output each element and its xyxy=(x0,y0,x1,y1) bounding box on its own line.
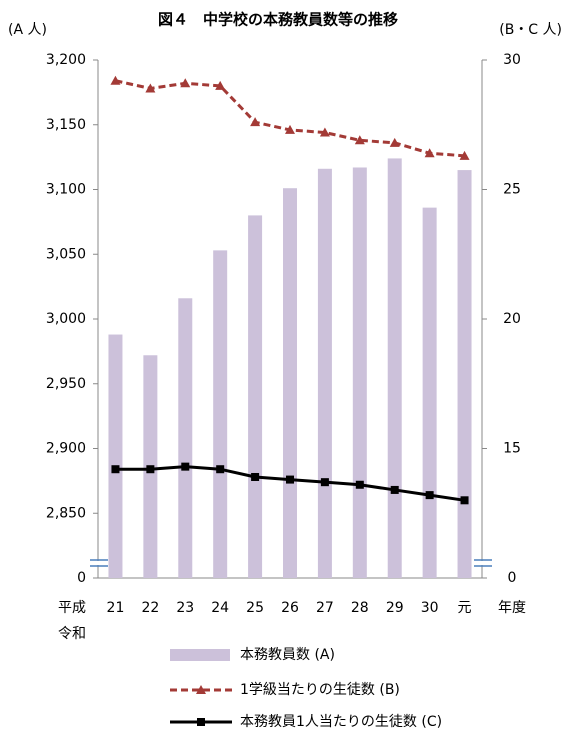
legend-marker xyxy=(197,718,205,726)
x-label-prefix: 平成 xyxy=(58,600,86,616)
point xyxy=(424,148,435,158)
x-label-suffix: 年度 xyxy=(498,600,526,616)
x-tick-label: 元 xyxy=(458,600,472,616)
y2-tick-label: 25 xyxy=(503,182,521,198)
point xyxy=(250,117,261,127)
x-tick-label: 29 xyxy=(386,600,404,616)
y-tick-label: 2,900 xyxy=(46,441,86,457)
x-tick-label: 23 xyxy=(176,600,194,616)
x-tick-label: 28 xyxy=(351,600,369,616)
bar xyxy=(108,334,123,578)
x-tick-label: 30 xyxy=(421,600,439,616)
point xyxy=(320,478,329,487)
bar xyxy=(213,250,228,579)
y-tick-label: 2,850 xyxy=(46,505,86,521)
x-label-prefix: 令和 xyxy=(58,626,86,642)
point xyxy=(460,496,469,505)
point xyxy=(110,75,121,85)
point xyxy=(285,124,295,134)
point xyxy=(389,137,400,147)
chart-title: 図４ 中学校の本務教員数等の推移 xyxy=(158,11,398,29)
point xyxy=(216,465,225,474)
x-tick-label: 25 xyxy=(246,600,264,616)
line xyxy=(115,79,465,158)
point xyxy=(425,491,434,500)
point xyxy=(286,475,294,484)
x-tick-label: 24 xyxy=(211,600,229,616)
bar xyxy=(457,170,472,578)
point xyxy=(215,80,226,90)
legend-label: 1学級当たりの生徒数 (B) xyxy=(240,682,400,698)
legend-label: 本務教員数 (A) xyxy=(240,647,335,663)
y-tick-label: 3,150 xyxy=(46,117,86,133)
axis-break xyxy=(90,559,492,567)
x-tick-label: 21 xyxy=(107,600,125,616)
y-tick-label: 0 xyxy=(77,570,86,586)
y-axis-label: (A 人) xyxy=(8,22,47,38)
legend-swatch xyxy=(170,649,230,661)
bar xyxy=(387,158,402,579)
point xyxy=(181,462,190,471)
point xyxy=(354,135,365,145)
bar xyxy=(317,168,332,578)
bar xyxy=(352,167,367,579)
y-tick-label: 3,050 xyxy=(46,246,86,262)
point xyxy=(180,78,191,88)
legend-marker xyxy=(196,685,206,694)
y-tick-label: 3,000 xyxy=(46,311,86,327)
y2-tick-label: 20 xyxy=(503,311,521,327)
y2-tick-label: 0 xyxy=(508,570,517,586)
y2-tick-label: 30 xyxy=(503,52,521,68)
legend-label: 本務教員1人当たりの生徒数 (C) xyxy=(240,714,442,730)
bar xyxy=(422,207,437,578)
y2-tick-label: 15 xyxy=(503,441,521,457)
x-tick-label: 26 xyxy=(281,600,299,616)
y-tick-label: 3,100 xyxy=(46,182,86,198)
bar xyxy=(178,298,193,578)
point xyxy=(145,83,156,93)
point xyxy=(111,465,120,474)
y-tick-label: 3,200 xyxy=(46,52,86,68)
y-tick-label: 2,950 xyxy=(46,376,86,392)
bar xyxy=(283,188,297,578)
x-tick-label: 27 xyxy=(316,600,334,616)
y2-axis-label: (B・C 人) xyxy=(499,22,562,38)
point xyxy=(251,472,260,481)
point xyxy=(319,127,330,137)
bar xyxy=(248,215,263,578)
x-tick-label: 22 xyxy=(141,600,159,616)
point xyxy=(459,150,470,160)
point xyxy=(355,480,364,489)
point xyxy=(146,465,155,474)
point xyxy=(390,485,399,494)
